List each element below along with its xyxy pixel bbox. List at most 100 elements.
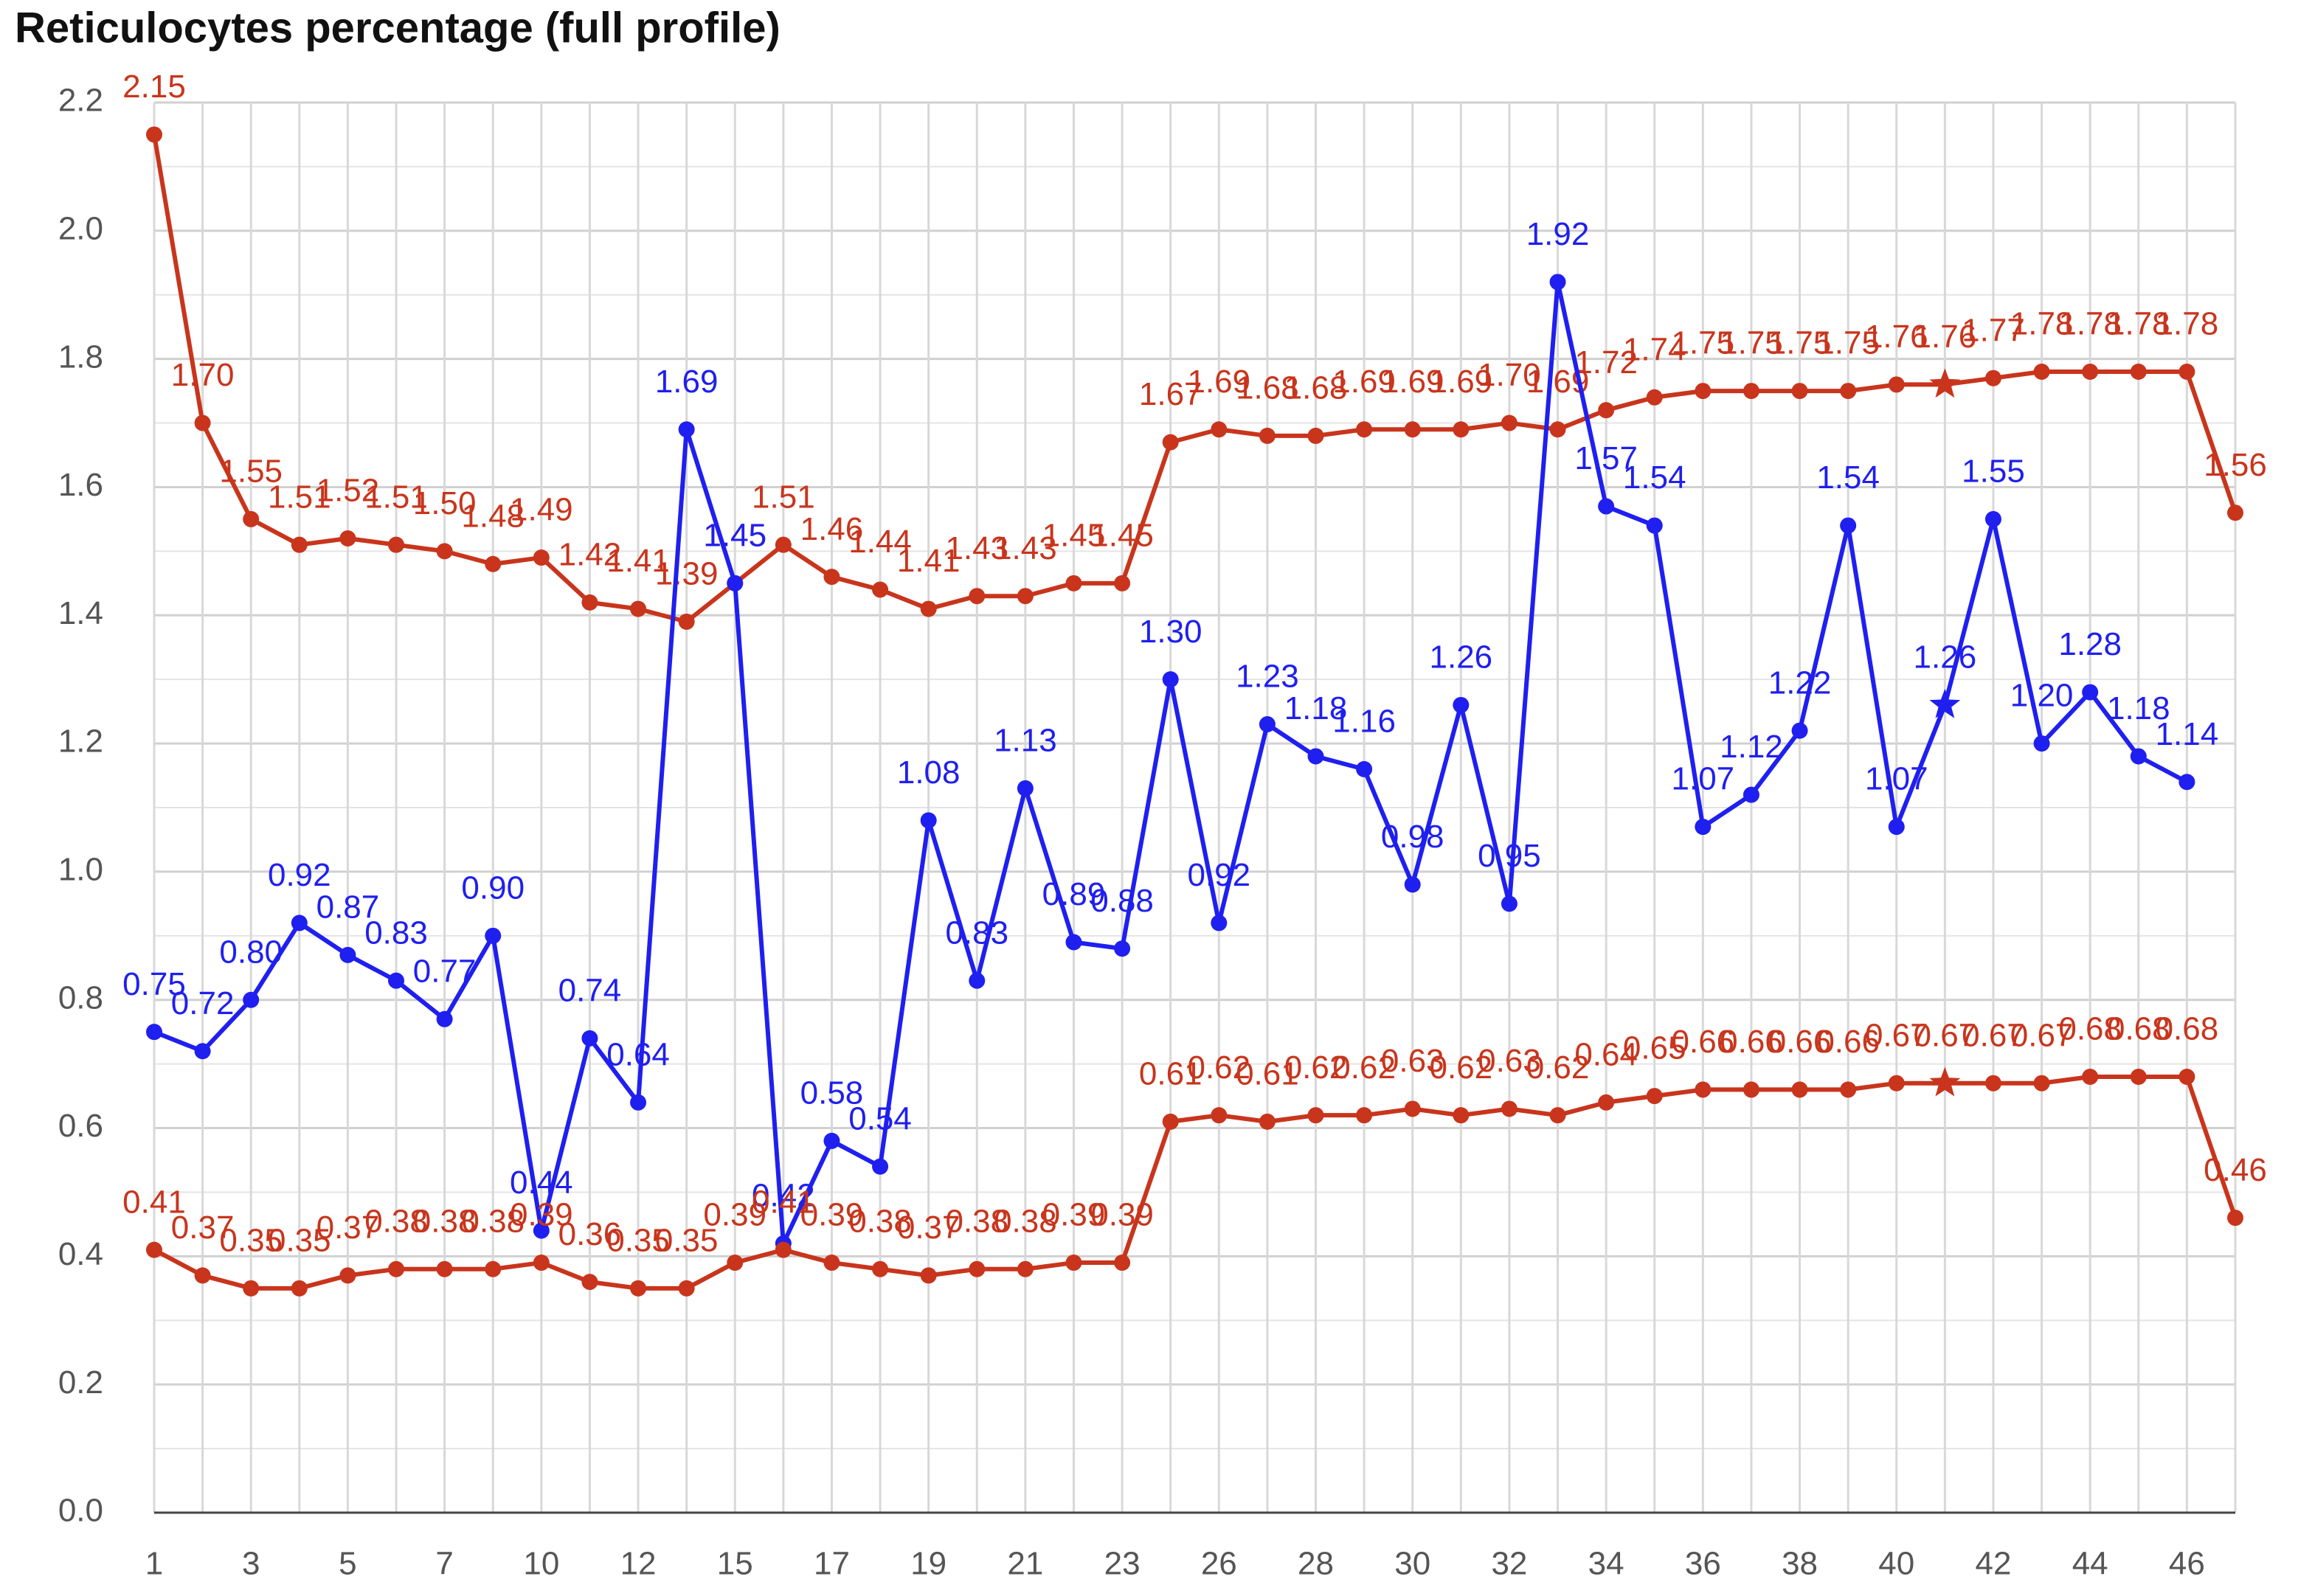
data-label: 0.35 [268,1222,331,1258]
data-label: 1.51 [752,479,815,515]
point [678,421,695,438]
data-label: 0.38 [461,1203,525,1239]
data-label: 0.46 [2204,1152,2267,1188]
data-label: 0.75 [122,966,186,1002]
data-label: 1.67 [1139,376,1202,412]
point [291,915,308,931]
point [1065,575,1082,591]
point [630,1280,647,1297]
point [2082,364,2099,381]
point [1453,421,1470,438]
point [872,581,889,598]
point [920,1267,937,1284]
star-marker [1929,688,1961,718]
data-label: 0.66 [1816,1024,1880,1060]
x-tick-label: 28 [1298,1546,1334,1582]
data-label: 1.76 [1914,319,1977,355]
data-label: 0.67 [2010,1017,2074,1053]
series-line [153,1075,2238,1291]
x-tick-label: 19 [910,1546,946,1582]
data-label: 0.63 [1478,1043,1541,1079]
data-label: 0.62 [1284,1049,1348,1086]
point [969,588,986,605]
data-label: 0.66 [1720,1024,1783,1060]
point [2033,364,2050,381]
x-tick-label: 10 [523,1546,559,1582]
point [485,927,502,944]
point [1017,1260,1034,1277]
point [388,1260,405,1277]
point [1404,1100,1421,1117]
point [969,1260,986,1277]
point [291,1280,308,1297]
data-label: 1.70 [171,357,235,393]
data-label: 0.36 [558,1216,622,1252]
data-label: 1.49 [510,492,573,528]
data-label: 0.77 [413,953,477,989]
point [1211,915,1228,931]
point [1791,383,1808,400]
point [533,1255,550,1271]
point [1211,1107,1228,1124]
x-tick-label: 5 [339,1546,356,1582]
data-label: 0.42 [752,1178,815,1214]
point [1453,1107,1470,1124]
data-label: 0.35 [655,1222,719,1258]
point [2033,735,2050,752]
data-label: 1.51 [268,479,331,515]
point [1356,421,1373,438]
data-label: 1.75 [1816,325,1880,361]
point [533,549,550,566]
data-label: 0.72 [171,985,235,1021]
point [1501,414,1517,431]
data-label: 1.45 [703,517,766,553]
data-label: 1.78 [2156,306,2219,342]
point [1984,510,2001,527]
point [2130,1069,2147,1086]
data-label: 0.67 [1914,1017,1977,1053]
data-label: 1.43 [994,530,1057,566]
data-label: 1.74 [1623,331,1686,367]
data-label: 1.68 [1236,370,1299,406]
x-tick-label: 12 [620,1546,657,1582]
point [436,1260,453,1277]
y-tick-label: 0.2 [58,1364,103,1401]
point [1162,671,1179,688]
point [339,946,356,963]
data-label: 0.66 [1768,1024,1832,1060]
y-tick-label: 1.8 [58,339,103,375]
point [1646,389,1663,406]
data-label: 1.77 [1962,312,2025,348]
data-label: 1.12 [1720,729,1783,765]
point [533,1222,550,1239]
point [1549,274,1566,291]
point [1162,1113,1179,1130]
data-label: 1.56 [2204,447,2267,483]
data-label: 0.92 [268,857,331,893]
data-label: 1.44 [848,524,912,560]
point [485,555,502,572]
data-label: 0.38 [945,1203,1008,1239]
point [1307,1107,1324,1124]
data-label: 0.68 [2058,1011,2122,1047]
data-label: 0.87 [316,889,380,926]
data-label: 1.30 [1139,614,1202,650]
x-tick-label: 40 [1878,1546,1914,1582]
y-tick-label: 1.0 [58,852,103,888]
star-marker [1929,1066,1961,1097]
point [388,972,405,989]
point [388,536,405,553]
point [630,1094,647,1111]
y-tick-label: 2.2 [58,83,103,119]
point [920,600,937,617]
data-label: 1.54 [1623,459,1686,496]
data-label: 0.38 [994,1203,1057,1239]
point [1211,421,1228,438]
data-label: 0.39 [1090,1197,1154,1233]
point [485,1260,502,1277]
data-label: 0.61 [1139,1055,1202,1092]
y-tick-label: 1.6 [58,467,103,503]
data-label: 1.43 [945,530,1008,566]
data-label: 0.61 [1236,1055,1299,1092]
data-label: 0.83 [945,915,1008,951]
